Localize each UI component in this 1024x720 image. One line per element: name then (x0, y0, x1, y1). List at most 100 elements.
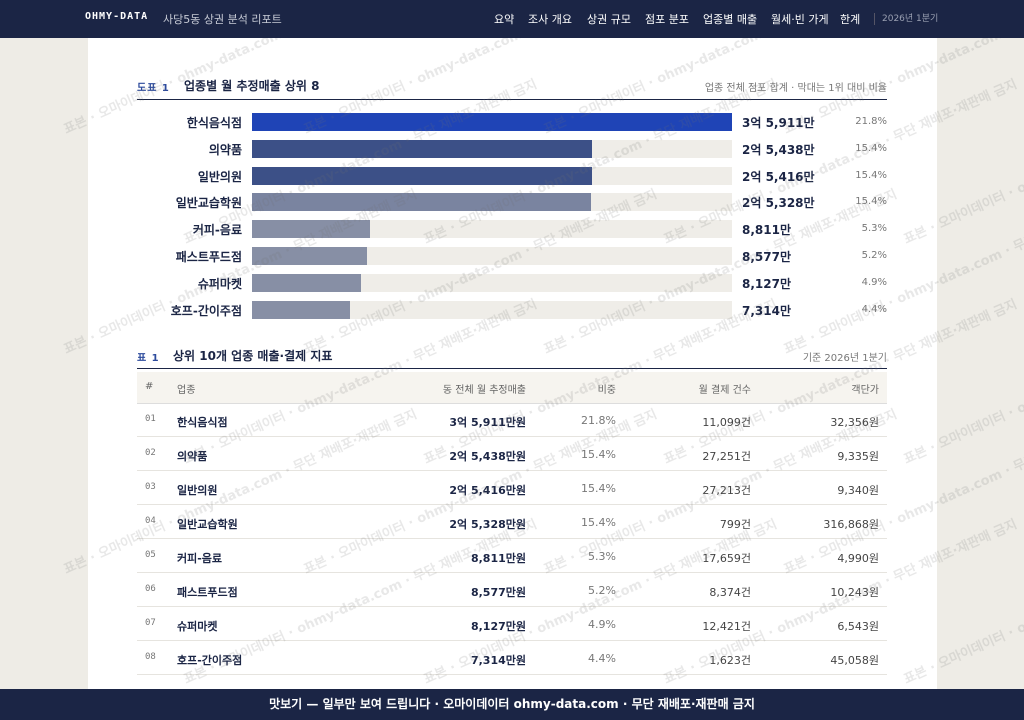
table-cell: 의약품 (177, 450, 208, 463)
table-cell: 일반교습학원 (177, 518, 238, 531)
bar-share: 4.4% (861, 303, 887, 315)
table-cell: 04 (145, 516, 156, 526)
nav-link[interactable]: 한계 (840, 13, 861, 26)
bar-label: 일반의원 (197, 169, 242, 184)
table-cell: 7,314만원 (470, 654, 526, 667)
table-cell: 11,099건 (702, 416, 751, 429)
bar-value: 3억 5,911만 (742, 116, 815, 130)
table-cell: 2억 5,416만원 (449, 484, 526, 497)
table-cell: 4.4% (588, 652, 616, 665)
table-cell: 2억 5,438만원 (449, 450, 526, 463)
footer-banner: 맛보기 — 일부만 보여 드립니다 · 오마이데이터 ohmy-data.com… (0, 689, 1024, 720)
table-cell: 316,868원 (823, 518, 879, 531)
figure-tag: 도표 1 (137, 83, 170, 94)
bar-share: 4.9% (861, 276, 887, 288)
table-cell: 5.3% (588, 550, 616, 563)
bar-value: 2억 5,416만 (742, 169, 815, 184)
nav-link[interactable]: 상권 규모 (587, 13, 631, 26)
table-header: 월 결제 건수 (698, 385, 751, 396)
report-title: 사당5동 상권 분석 리포트 (163, 13, 282, 26)
nav-link[interactable]: 점포 분포 (645, 13, 689, 26)
table-cell: 15.4% (581, 448, 616, 461)
bar-label: 호프-간이주점 (170, 303, 242, 318)
bar (252, 139, 592, 158)
table-cell: 4.9% (588, 618, 616, 631)
table-cell: 패스트푸드점 (177, 586, 238, 599)
table-cell: 21.8% (581, 414, 616, 427)
table-row-line (137, 640, 887, 641)
brand[interactable]: OHMY-DATA (85, 11, 149, 22)
table-row-line (137, 436, 887, 437)
table-row-line (137, 504, 887, 505)
nav-link[interactable]: 조사 개요 (528, 13, 572, 26)
bar (252, 273, 361, 292)
bar-share: 15.4% (855, 196, 887, 208)
table-cell: 한식음식점 (177, 416, 228, 429)
table-row-line (137, 538, 887, 539)
table-row-line (137, 674, 887, 675)
bar (252, 300, 350, 319)
table-cell: 1,623건 (709, 654, 751, 667)
bar (252, 220, 370, 239)
bar-value: 8,811만 (742, 223, 791, 238)
bar-track (252, 300, 732, 319)
bar-label: 의약품 (208, 142, 242, 157)
table-cell: 07 (145, 618, 156, 628)
table-cell: 호프-간이주점 (177, 654, 243, 667)
table-header-row (137, 372, 887, 404)
table-header: 업종 (177, 385, 196, 396)
bar (252, 247, 367, 265)
bar-value: 2억 5,438만 (742, 142, 815, 157)
table-header: # (145, 381, 154, 392)
table-cell: 3억 5,911만원 (449, 416, 526, 429)
bar (252, 166, 592, 185)
table-cell: 10,243원 (830, 586, 879, 599)
bar-share: 15.4% (855, 142, 887, 154)
bar-value: 8,577만 (742, 250, 791, 264)
table-header: 객단가 (851, 385, 879, 396)
table-cell: 8,127만원 (470, 620, 526, 633)
table-cell: 5.2% (588, 584, 616, 597)
table-cell: 6,543원 (837, 620, 879, 633)
table-cell: 9,340원 (837, 484, 879, 497)
bar-label: 패스트푸드점 (175, 250, 242, 264)
nav-link[interactable]: 월세·빈 가게 (771, 13, 829, 26)
table-row-line (137, 470, 887, 471)
bar-value: 2억 5,328만 (742, 196, 815, 211)
table-cell: 799건 (719, 518, 751, 531)
nav-link[interactable]: 업종별 매출 (703, 13, 758, 26)
table-cell: 15.4% (581, 516, 616, 529)
bar-share: 21.8% (855, 116, 887, 127)
table-cell: 4,990원 (837, 552, 879, 565)
bar-share: 15.4% (855, 169, 887, 181)
bar-label: 한식음식점 (186, 116, 242, 130)
bar-share: 5.3% (861, 223, 887, 235)
table-cell: 08 (145, 652, 156, 662)
table-cell: 45,058원 (830, 654, 879, 667)
table-cell: 2억 5,328만원 (449, 518, 526, 531)
separator (874, 13, 875, 25)
figure-note: 업종 전체 점포 합계 · 막대는 1위 대비 비율 (704, 83, 887, 94)
bar-value: 8,127만 (742, 276, 791, 291)
table-note: 기준 2026년 1분기 (802, 353, 887, 364)
bar-label: 일반교습학원 (175, 196, 242, 211)
period: 2026년 1분기 (882, 14, 939, 24)
table-cell: 02 (145, 448, 156, 458)
bar-track (252, 273, 732, 292)
table-cell: 일반의원 (177, 484, 218, 497)
table-cell: 8,374건 (709, 586, 751, 599)
top-nav: OHMY-DATA 사당5동 상권 분석 리포트 요약 조사 개요 상권 규모 점포 … (0, 0, 1024, 38)
table-cell: 17,659건 (702, 552, 751, 565)
table-cell: 03 (145, 482, 156, 492)
bar-value: 7,314만 (742, 303, 791, 318)
table-cell: 8,811만원 (470, 552, 526, 565)
nav-link[interactable]: 요약 (494, 13, 515, 26)
table-cell: 06 (145, 584, 156, 594)
bar-label: 슈퍼마켓 (197, 276, 242, 291)
bar (252, 113, 732, 131)
bar-track (252, 247, 732, 265)
table-cell: 9,335원 (837, 450, 879, 463)
bar-share: 5.2% (861, 250, 887, 261)
table-cell: 27,213건 (702, 484, 751, 497)
table-cell: 05 (145, 550, 156, 560)
